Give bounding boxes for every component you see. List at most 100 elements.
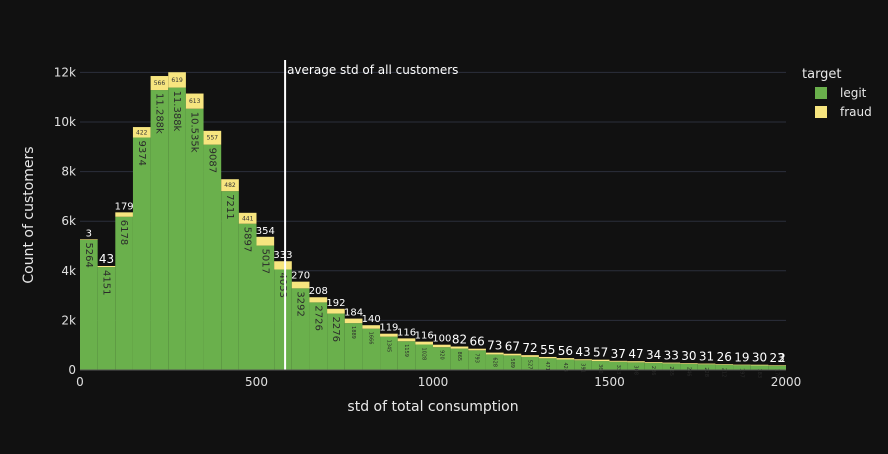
bar-fraud-label: 30 (681, 349, 696, 363)
bar-legit (556, 359, 575, 370)
bar-fraud-label: 619 (171, 77, 183, 84)
bar-fraud (168, 72, 186, 88)
bar-fraud (450, 346, 469, 349)
bar-legit (97, 267, 116, 370)
y-tick-label: 8k (61, 165, 76, 179)
bar-fraud-label: 119 (379, 323, 398, 334)
bar-fraud-label: 270 (291, 271, 310, 282)
bar-legit-label: 183 (756, 368, 762, 378)
bar-legit (697, 364, 716, 370)
bar-fraud (150, 76, 169, 91)
bar-fraud-label: 31 (699, 350, 714, 364)
bar-legit-label: 11.288k (153, 93, 164, 134)
bar-legit-label: 1889 (350, 326, 356, 339)
bar-legit (680, 363, 698, 370)
bar-legit-label: 865 (456, 352, 462, 362)
bar-fraud (221, 179, 239, 192)
bar-fraud-label: 333 (273, 250, 292, 261)
bar-fraud (521, 355, 539, 357)
bar-legit-label: 628 (491, 357, 497, 367)
bar-legit-label: 246 (685, 367, 691, 377)
bar-fraud-label: 82 (452, 333, 467, 347)
bar-legit-label: 1159 (403, 344, 409, 357)
bar-legit-label: 2276 (330, 317, 341, 342)
bar-legit (327, 313, 345, 370)
bar-fraud (274, 261, 292, 270)
x-axis-title: std of total consumption (347, 399, 518, 415)
bar-legit (627, 362, 645, 370)
bar-legit-label: 228 (703, 367, 709, 377)
bar-legit (485, 354, 504, 370)
bar-fraud (556, 358, 575, 360)
bar-fraud (574, 359, 592, 361)
bar-legit (380, 336, 398, 370)
bar-fraud-label: 55 (540, 343, 555, 357)
bar-fraud (97, 265, 116, 268)
bar-legit (256, 245, 275, 370)
bar-fraud-label: 613 (189, 98, 201, 105)
bar-fraud-label: 72 (522, 341, 537, 355)
bar-legit-label: 197 (738, 368, 744, 378)
bar-fraud-label: 116 (397, 327, 416, 338)
bar-legit-label: 1666 (368, 332, 374, 345)
y-tick-label: 0 (68, 363, 76, 377)
bars-group (80, 72, 786, 371)
bar-legit-label: 6178 (118, 220, 129, 245)
y-tick-label: 10k (54, 115, 76, 129)
average-line-group: average std of all customers (284, 60, 458, 370)
x-tick-label: 1000 (418, 375, 449, 389)
bar-legit-label: 4151 (100, 270, 111, 295)
bar-legit-label: 3292 (295, 291, 306, 316)
bar-fraud (291, 281, 310, 289)
bar-fraud-label: 184 (344, 308, 363, 319)
bar-fraud (680, 363, 698, 364)
bar-legit-label: 360 (597, 364, 603, 374)
legend-swatch-legit (815, 87, 827, 99)
bar-legit (468, 350, 486, 370)
y-tick-label: 12k (54, 65, 76, 79)
bar-fraud-label: 354 (256, 226, 275, 237)
bar-fraud (591, 359, 610, 362)
bar-fraud-label: 19 (734, 351, 749, 365)
bar-fraud (697, 363, 716, 365)
bar-legit (538, 358, 557, 370)
bar-fraud-label: 116 (415, 331, 434, 342)
bar-legit-label: 265 (668, 366, 674, 376)
bar-legit (503, 355, 522, 370)
bar-legit-label: 4053 (277, 272, 288, 297)
bar-fraud (485, 352, 504, 355)
x-tick-label: 0 (76, 375, 84, 389)
bar-legit-label: 527 (527, 360, 533, 370)
bar-fraud-label: 208 (309, 286, 328, 297)
bar-fraud (468, 348, 486, 351)
bar-legit-label: 793 (474, 353, 480, 363)
bar-fraud-label: 23 (770, 351, 785, 365)
bar-fraud-label: 566 (154, 80, 166, 87)
bar-fraud (327, 308, 345, 314)
bar-legit-label: 10.535k (189, 112, 200, 153)
bar-fraud-label: 3 (86, 228, 92, 239)
bar-legit (132, 137, 151, 370)
bar-legit-label: 391 (580, 363, 586, 373)
bar-legit (168, 87, 186, 370)
y-tick-label: 4k (61, 264, 76, 278)
bar-legit (450, 348, 469, 370)
bar-legit-label: 424 (562, 362, 568, 372)
bar-fraud-label: 56 (558, 344, 573, 358)
bar-fraud-label: 140 (362, 314, 381, 325)
bar-overflow-label: 2 (778, 351, 786, 365)
bar-fraud (750, 364, 769, 366)
bar-legit-label: 2726 (312, 305, 323, 330)
bar-fraud (115, 212, 133, 217)
bar-legit (238, 223, 257, 370)
bar-legit-label: 11.388k (171, 91, 182, 132)
legend-swatch-fraud (815, 106, 827, 118)
bar-legit (344, 323, 363, 370)
bar-fraud-label: 557 (207, 135, 219, 142)
bar-fraud (415, 341, 433, 345)
bar-legit (309, 302, 328, 370)
legend: target legit fraud (802, 67, 872, 119)
bar-fraud (733, 364, 751, 366)
